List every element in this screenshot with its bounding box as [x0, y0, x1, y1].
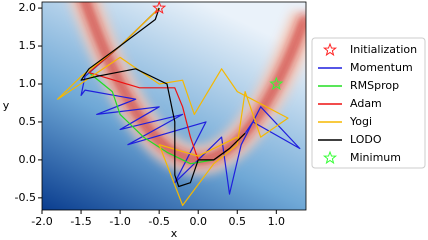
y-tick-label: 2.0	[19, 1, 37, 14]
trajectories	[57, 7, 301, 206]
y-tick-label: 0.5	[19, 115, 37, 128]
y-tick-label: 1.5	[19, 39, 37, 52]
marker-star	[269, 76, 284, 90]
x-tick-label: -0.5	[148, 215, 169, 228]
x-axis-label: x	[171, 227, 178, 240]
y-tick-label: 1.0	[19, 77, 37, 90]
legend-label: LODO	[350, 133, 382, 146]
marker-star	[152, 0, 167, 15]
y-axis-label: y	[3, 99, 10, 112]
legend-label: RMSprop	[350, 79, 399, 92]
trajectory	[80, 7, 246, 188]
legend-label: Momentum	[350, 61, 413, 74]
plot-frame	[41, 1, 307, 211]
valley	[69, 2, 306, 175]
legend-label: Yogi	[349, 115, 372, 128]
trajectory	[80, 7, 301, 195]
legend	[311, 37, 426, 169]
x-tick-label: -2.0	[31, 215, 52, 228]
legend-label: Minimum	[350, 151, 401, 164]
trajectory	[57, 7, 289, 206]
y-tick-label: 0.0	[19, 153, 37, 166]
x-tick-label: -1.0	[109, 215, 130, 228]
x-tick-label: 0.0	[189, 215, 207, 228]
valley-core	[81, 2, 306, 164]
legend-star	[322, 42, 338, 57]
y-tick-label: -0.5	[15, 191, 36, 204]
legend-star	[322, 150, 338, 165]
x-tick-label: 1.0	[268, 215, 286, 228]
legend-label: Adam	[350, 97, 382, 110]
x-tick-label: -1.5	[70, 215, 91, 228]
x-tick-label: 0.5	[229, 215, 247, 228]
legend-label: Initialization	[350, 43, 417, 56]
